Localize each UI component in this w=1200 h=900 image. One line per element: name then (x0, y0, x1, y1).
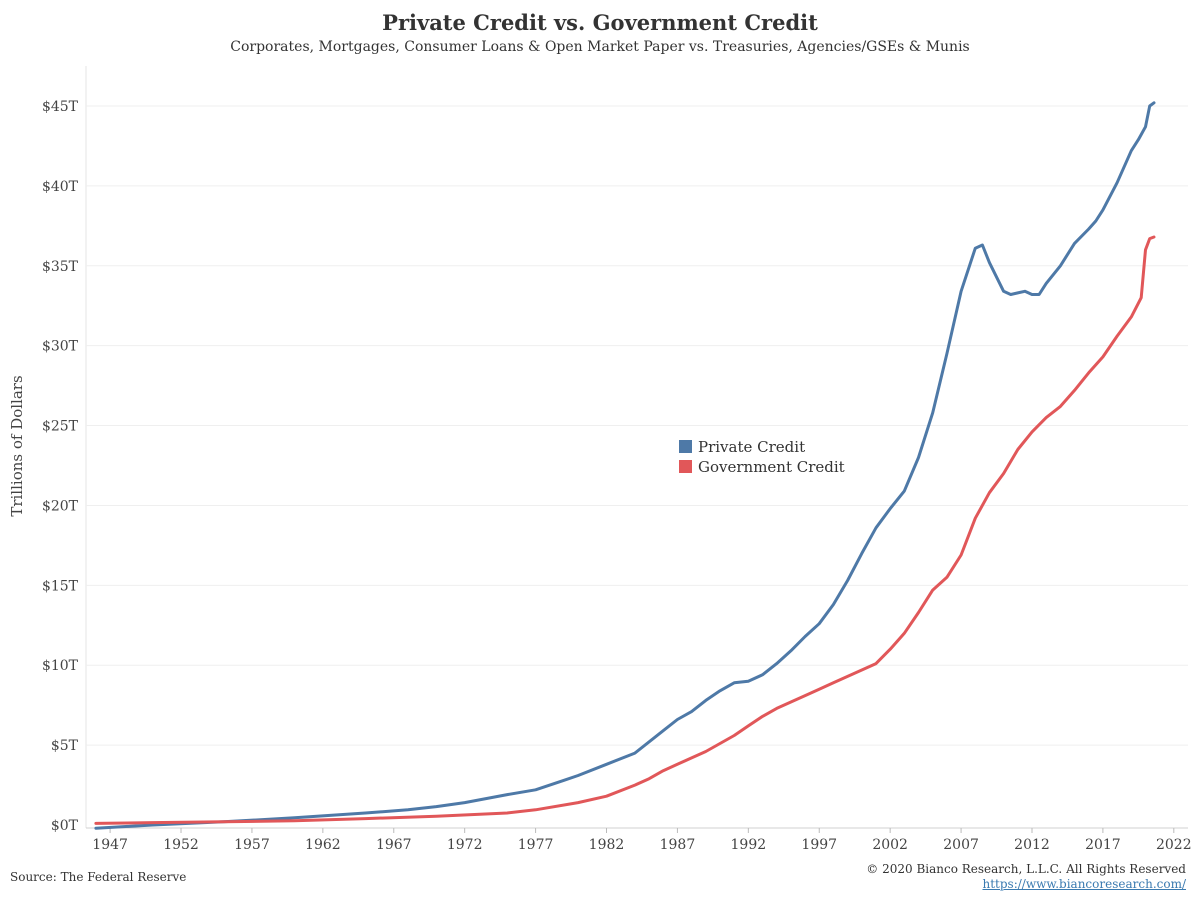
x-tick-label: 1982 (589, 837, 625, 853)
x-tick-label: 1952 (163, 837, 199, 853)
x-tick-label: 2017 (1085, 837, 1121, 853)
y-axis-ticks: $0T $5T $10T $15T $20T $25T $30T $35T $40T $45T (42, 99, 79, 834)
x-tick-label: 1957 (234, 837, 270, 853)
y-tick-label: $45T (42, 99, 79, 115)
legend-label-government-credit: Government Credit (698, 458, 845, 476)
y-axis-label: Trillions of Dollars (8, 375, 26, 516)
x-tick-label: 1947 (92, 837, 128, 853)
x-tick-label: 2002 (872, 837, 908, 853)
series-lines (94, 101, 1156, 830)
y-tick-label: $0T (51, 818, 79, 834)
legend-label-private-credit: Private Credit (698, 438, 805, 456)
legend-swatch-government-credit (679, 460, 692, 473)
y-tick-label: $5T (51, 738, 79, 754)
source-note: Source: The Federal Reserve (10, 870, 187, 884)
x-tick-label: 2007 (943, 837, 979, 853)
x-tick-label: 1962 (305, 837, 341, 853)
y-tick-label: $10T (42, 658, 79, 674)
x-tick-label: 1997 (801, 837, 837, 853)
y-tick-label: $30T (42, 339, 79, 355)
legend: Private Credit Government Credit (679, 438, 845, 476)
copyright-note: © 2020 Bianco Research, L.L.C. All Right… (866, 862, 1186, 876)
x-tick-label: 2012 (1014, 837, 1050, 853)
y-tick-label: $25T (42, 419, 79, 435)
website-link[interactable]: https://www.biancoresearch.com/ (982, 877, 1186, 891)
y-tick-label: $15T (42, 578, 79, 594)
chart-title: Private Credit vs. Government Credit (382, 10, 818, 35)
y-tick-label: $35T (42, 259, 79, 275)
grid-lines (85, 66, 1188, 829)
x-tick-label: 1972 (447, 837, 483, 853)
private-credit-line (94, 101, 1156, 830)
legend-swatch-private-credit (679, 440, 692, 453)
x-tick-label: 1967 (376, 837, 412, 853)
y-tick-label: $20T (42, 498, 79, 514)
chart-subtitle: Corporates, Mortgages, Consumer Loans & … (230, 39, 970, 55)
x-tick-label: 1987 (660, 837, 696, 853)
x-axis-ticks: 1947 1952 1957 1962 1967 1972 1977 1982 1987 1992… (92, 828, 1192, 853)
x-tick-label: 1977 (518, 837, 554, 853)
government-credit-line (94, 235, 1156, 825)
y-tick-label: $40T (42, 179, 79, 195)
x-tick-label: 1992 (731, 837, 767, 853)
x-tick-label: 2022 (1156, 837, 1192, 853)
